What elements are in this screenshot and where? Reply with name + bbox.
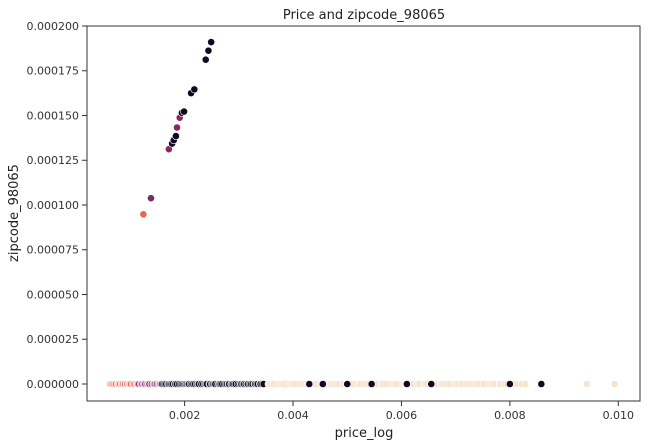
data-point [343,380,352,388]
data-point [305,380,314,388]
y-tick-label: 0.000075 [27,244,80,257]
x-tick-label: 0.008 [494,409,526,422]
data-point [505,380,514,388]
data-point [173,123,181,132]
y-axis: 0.000000 0.000025 0.000050 0.000075 0.000100… [27,20,87,391]
y-tick-label: 0.000050 [27,288,80,301]
data-point [610,380,619,388]
chart-title: Price and zipcode_98065 [283,8,445,23]
plot-frame [86,25,641,402]
y-tick-label: 0.000175 [27,65,80,78]
x-axis: 0.002 0.004 0.006 0.008 0.010 [169,401,634,422]
y-tick-label: 0.000000 [27,378,80,391]
data-point [201,55,210,64]
x-tick-label: 0.004 [277,409,309,422]
data-point [147,194,155,203]
baseline-point [521,380,530,388]
data-point [582,380,591,388]
data-point [402,380,411,388]
x-axis-label: price_log [335,426,394,441]
data-point [367,380,376,388]
y-tick-label: 0.000200 [27,20,80,33]
plot-area [106,38,619,388]
x-tick-label: 0.002 [169,409,201,422]
data-point [537,380,546,388]
data-point [172,132,180,140]
data-point [139,210,148,219]
y-axis-label: zipcode_98065 [7,164,22,262]
data-point [427,380,436,388]
data-point [190,85,199,94]
data-point [204,46,213,55]
data-point [318,380,327,388]
data-point [180,107,188,116]
x-tick-label: 0.006 [386,409,418,422]
x-tick-label: 0.010 [603,409,635,422]
y-tick-label: 0.000150 [27,109,80,122]
y-tick-label: 0.000100 [27,199,80,212]
data-point [207,38,216,47]
y-tick-label: 0.000125 [27,154,80,167]
y-tick-label: 0.000025 [27,333,80,346]
